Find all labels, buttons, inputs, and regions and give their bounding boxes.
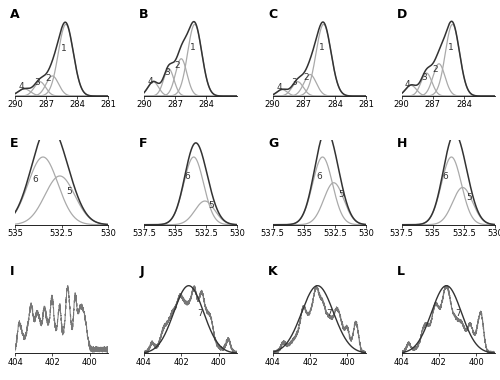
Text: L: L bbox=[397, 265, 405, 279]
Text: 4: 4 bbox=[18, 82, 24, 91]
Text: F: F bbox=[139, 137, 147, 150]
Text: 1: 1 bbox=[190, 43, 196, 52]
Text: B: B bbox=[139, 8, 148, 21]
Text: 1: 1 bbox=[318, 43, 324, 52]
Text: C: C bbox=[268, 8, 277, 21]
Text: I: I bbox=[10, 265, 15, 279]
Text: 4: 4 bbox=[405, 80, 410, 89]
Text: 7: 7 bbox=[455, 309, 460, 318]
Text: 3: 3 bbox=[164, 68, 170, 78]
Text: 1: 1 bbox=[448, 43, 454, 52]
Text: 3: 3 bbox=[422, 73, 428, 82]
Text: 7: 7 bbox=[326, 309, 332, 318]
Text: 3: 3 bbox=[34, 78, 40, 87]
Text: 4: 4 bbox=[148, 77, 153, 86]
Text: 2: 2 bbox=[46, 74, 51, 83]
Text: 6: 6 bbox=[184, 172, 190, 181]
Text: 6: 6 bbox=[442, 172, 448, 181]
Text: 4: 4 bbox=[276, 83, 282, 92]
Text: 6: 6 bbox=[316, 172, 322, 181]
Text: K: K bbox=[268, 265, 278, 279]
Text: 2: 2 bbox=[174, 61, 180, 70]
Text: 5: 5 bbox=[466, 193, 471, 202]
Text: 2: 2 bbox=[303, 73, 309, 82]
Text: 2: 2 bbox=[432, 65, 438, 74]
Text: 5: 5 bbox=[66, 187, 72, 196]
Text: H: H bbox=[397, 137, 407, 150]
Text: 6: 6 bbox=[32, 175, 38, 184]
Text: G: G bbox=[268, 137, 278, 150]
Text: 1: 1 bbox=[61, 44, 66, 53]
Text: J: J bbox=[139, 265, 144, 279]
Text: 3: 3 bbox=[292, 78, 298, 87]
Text: E: E bbox=[10, 137, 19, 150]
Text: A: A bbox=[10, 8, 20, 21]
Text: 5: 5 bbox=[338, 190, 344, 199]
Text: D: D bbox=[397, 8, 407, 21]
Text: 7: 7 bbox=[197, 309, 203, 318]
Text: 5: 5 bbox=[208, 201, 214, 210]
